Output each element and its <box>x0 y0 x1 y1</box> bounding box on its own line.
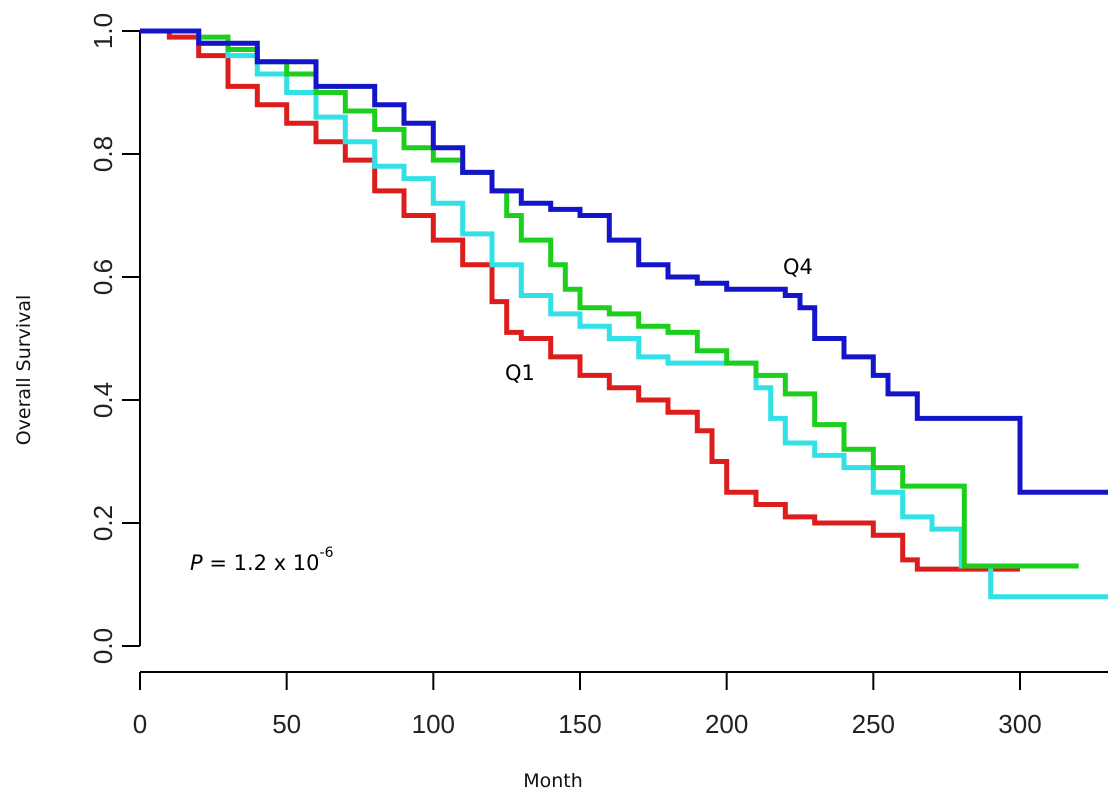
y-tick-label: 0.0 <box>88 628 118 664</box>
series-line-1 <box>140 28 1020 572</box>
q1-label: Q1 <box>505 361 535 385</box>
x-tick-label: 150 <box>558 709 601 739</box>
x-tick-label: 50 <box>272 709 301 739</box>
q4-label: Q4 <box>783 255 813 279</box>
x-tick-label: 250 <box>852 709 895 739</box>
x-axis-title: Month <box>523 770 583 792</box>
y-tick-label: 0.8 <box>88 136 118 172</box>
y-tick-label: 0.6 <box>88 259 118 295</box>
series-line-3 <box>140 28 1079 569</box>
x-tick-label: 200 <box>705 709 748 739</box>
series-line-2 <box>140 28 1108 600</box>
p-value-annotation: P = 1.2 x 10-6 <box>190 545 334 575</box>
p-value-exponent: -6 <box>320 545 334 561</box>
p-value-symbol: P <box>190 551 203 575</box>
series-line-4 <box>140 28 1108 495</box>
x-tick-label: 0 <box>133 709 147 739</box>
y-tick-label: 1.0 <box>88 13 118 49</box>
y-tick-label: 0.4 <box>88 382 118 418</box>
x-axis: 0 50 100 150 200 250 300 <box>133 671 1108 739</box>
p-value-text: = 1.2 x 10 <box>203 551 320 575</box>
series-layer <box>140 28 1108 600</box>
x-tick-label: 100 <box>412 709 455 739</box>
y-tick-label: 0.2 <box>88 505 118 541</box>
x-tick-label: 300 <box>998 709 1041 739</box>
y-axis-title: Overall Survival <box>13 295 35 446</box>
y-axis: 0.0 0.2 0.4 0.6 0.8 1.0 <box>88 13 141 664</box>
